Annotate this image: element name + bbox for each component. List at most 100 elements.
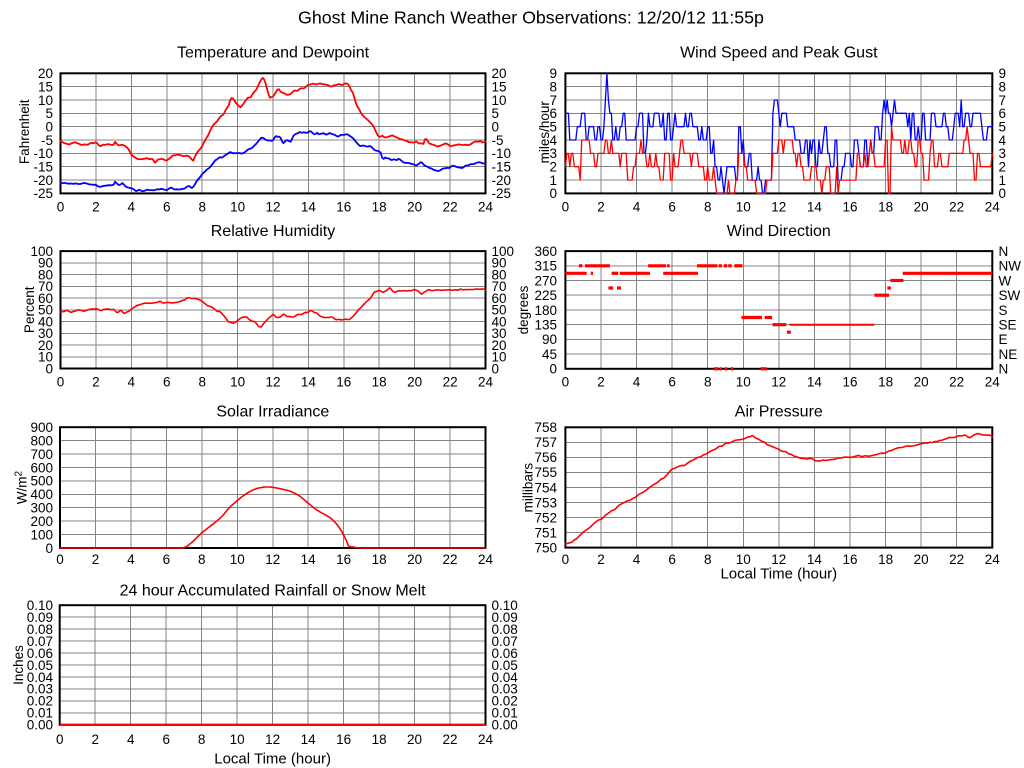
svg-text:400: 400 — [30, 487, 53, 502]
svg-text:800: 800 — [30, 433, 53, 448]
svg-text:4: 4 — [549, 133, 557, 148]
svg-text:20: 20 — [407, 552, 422, 567]
svg-text:20: 20 — [407, 375, 422, 390]
svg-text:2: 2 — [597, 552, 605, 567]
svg-text:S: S — [999, 303, 1008, 318]
svg-text:0.05: 0.05 — [27, 658, 53, 673]
svg-text:-15: -15 — [492, 160, 512, 175]
svg-text:4: 4 — [127, 732, 135, 747]
svg-text:7: 7 — [999, 93, 1007, 108]
svg-text:0: 0 — [45, 541, 53, 556]
svg-text:0: 0 — [492, 361, 500, 376]
svg-text:0: 0 — [562, 200, 570, 215]
svg-text:0.06: 0.06 — [27, 646, 53, 661]
svg-text:500: 500 — [30, 474, 53, 489]
svg-text:14: 14 — [807, 375, 823, 390]
svg-text:5: 5 — [45, 106, 53, 121]
svg-text:8: 8 — [704, 200, 712, 215]
svg-text:2: 2 — [597, 375, 605, 390]
svg-text:14: 14 — [807, 552, 823, 567]
svg-text:6: 6 — [668, 200, 676, 215]
svg-text:10: 10 — [230, 552, 245, 567]
svg-text:NE: NE — [999, 347, 1018, 362]
svg-text:20: 20 — [492, 66, 507, 81]
svg-text:0.06: 0.06 — [492, 646, 518, 661]
svg-text:50: 50 — [492, 303, 507, 318]
svg-text:0: 0 — [999, 186, 1007, 201]
svg-text:miles/hour: miles/hour — [537, 101, 552, 164]
svg-text:22: 22 — [949, 552, 964, 567]
svg-text:Local Time (hour): Local Time (hour) — [720, 566, 837, 583]
svg-text:millibars: millibars — [521, 463, 536, 513]
svg-text:0.00: 0.00 — [27, 718, 53, 733]
svg-text:20: 20 — [492, 338, 507, 353]
svg-text:12: 12 — [265, 732, 280, 747]
svg-text:0.01: 0.01 — [492, 706, 518, 721]
svg-text:40: 40 — [38, 314, 53, 329]
svg-text:100: 100 — [30, 527, 53, 542]
svg-text:16: 16 — [842, 375, 857, 390]
svg-text:0: 0 — [492, 120, 500, 135]
svg-text:3: 3 — [549, 146, 557, 161]
svg-text:7: 7 — [549, 93, 557, 108]
svg-text:0: 0 — [56, 732, 64, 747]
svg-text:24: 24 — [478, 732, 494, 747]
svg-text:10: 10 — [736, 552, 751, 567]
svg-text:24: 24 — [478, 200, 494, 215]
svg-text:40: 40 — [492, 314, 507, 329]
svg-text:2: 2 — [92, 200, 100, 215]
svg-text:0: 0 — [45, 120, 53, 135]
svg-text:12: 12 — [771, 375, 786, 390]
svg-text:Air Pressure: Air Pressure — [735, 404, 823, 421]
svg-text:2: 2 — [549, 160, 557, 175]
svg-text:315: 315 — [534, 259, 557, 274]
svg-text:Relative Humidity: Relative Humidity — [211, 223, 335, 240]
svg-text:-25: -25 — [492, 186, 512, 201]
svg-text:24: 24 — [985, 375, 1001, 390]
svg-text:2: 2 — [91, 732, 99, 747]
svg-text:SW: SW — [999, 288, 1021, 303]
svg-text:14: 14 — [301, 552, 317, 567]
svg-text:Solar Irradiance: Solar Irradiance — [216, 404, 329, 421]
svg-text:0: 0 — [45, 361, 53, 376]
svg-text:360: 360 — [534, 244, 557, 259]
svg-text:6: 6 — [162, 732, 170, 747]
svg-text:70: 70 — [492, 279, 507, 294]
svg-text:20: 20 — [38, 66, 53, 81]
svg-text:4: 4 — [999, 133, 1007, 148]
svg-text:6: 6 — [163, 552, 171, 567]
svg-text:225: 225 — [534, 288, 557, 303]
svg-text:-25: -25 — [33, 186, 53, 201]
svg-text:0.02: 0.02 — [492, 694, 518, 709]
svg-text:270: 270 — [534, 273, 557, 288]
svg-text:24: 24 — [478, 552, 494, 567]
svg-text:6: 6 — [163, 375, 171, 390]
svg-text:100: 100 — [492, 244, 515, 259]
svg-text:8: 8 — [198, 552, 206, 567]
svg-text:8: 8 — [198, 375, 206, 390]
svg-text:20: 20 — [914, 200, 929, 215]
svg-text:600: 600 — [30, 460, 53, 475]
svg-text:18: 18 — [878, 375, 893, 390]
svg-text:14: 14 — [301, 200, 317, 215]
svg-text:2: 2 — [597, 200, 605, 215]
svg-text:300: 300 — [30, 501, 53, 516]
svg-text:12: 12 — [265, 552, 280, 567]
svg-text:14: 14 — [301, 375, 317, 390]
svg-text:0.05: 0.05 — [492, 658, 518, 673]
svg-text:3: 3 — [999, 146, 1007, 161]
svg-text:Local Time (hour): Local Time (hour) — [214, 751, 331, 768]
svg-text:6: 6 — [549, 106, 557, 121]
svg-text:Temperature and Dewpoint: Temperature and Dewpoint — [177, 44, 370, 61]
svg-text:4: 4 — [633, 552, 641, 567]
svg-text:6: 6 — [668, 552, 676, 567]
svg-text:22: 22 — [949, 200, 964, 215]
svg-text:9: 9 — [999, 66, 1007, 81]
svg-text:6: 6 — [999, 106, 1007, 121]
svg-text:756: 756 — [534, 450, 557, 465]
svg-text:degrees: degrees — [516, 285, 531, 334]
svg-text:10: 10 — [230, 375, 245, 390]
svg-text:-5: -5 — [492, 133, 504, 148]
svg-text:-5: -5 — [41, 133, 53, 148]
svg-text:0.09: 0.09 — [27, 610, 53, 625]
